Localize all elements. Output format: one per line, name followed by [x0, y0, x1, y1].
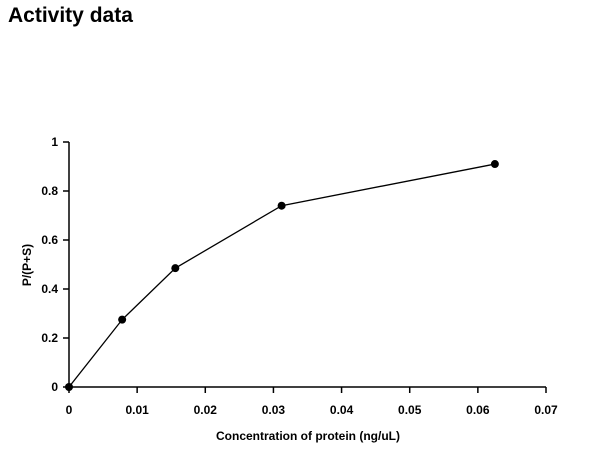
x-tick-label: 0.02 — [194, 403, 218, 417]
y-tick-label: 1 — [51, 135, 58, 149]
y-tick-label: 0 — [51, 380, 58, 394]
y-tick-label: 0.4 — [41, 282, 58, 296]
y-tick-label: 0.2 — [41, 331, 58, 345]
data-point — [171, 264, 180, 273]
y-tick-label: 0.6 — [41, 233, 58, 247]
y-tick-label: 0.8 — [41, 184, 58, 198]
x-tick-label: 0.01 — [125, 403, 149, 417]
data-point — [490, 160, 499, 169]
x-tick-label: 0 — [66, 403, 73, 417]
x-tick-label: 0.05 — [398, 403, 422, 417]
plot-area: 0 0.01 0.02 0.03 0.04 0.05 0.06 0.07 0 0.2 0.4 0.6 0… — [41, 135, 558, 417]
x-tick-label: 0.04 — [330, 403, 354, 417]
data-point — [118, 315, 127, 324]
x-tick-label: 0.07 — [534, 403, 558, 417]
y-axis-title: P/(P+S) — [20, 244, 34, 286]
x-tick-label: 0.03 — [262, 403, 286, 417]
x-tick-label: 0.06 — [466, 403, 490, 417]
data-point — [65, 383, 73, 391]
data-point — [277, 201, 286, 210]
page-title: Activity data — [8, 4, 133, 27]
x-axis-title: Concentration of protein (ng/uL) — [216, 429, 400, 443]
series-line — [68, 163, 496, 388]
